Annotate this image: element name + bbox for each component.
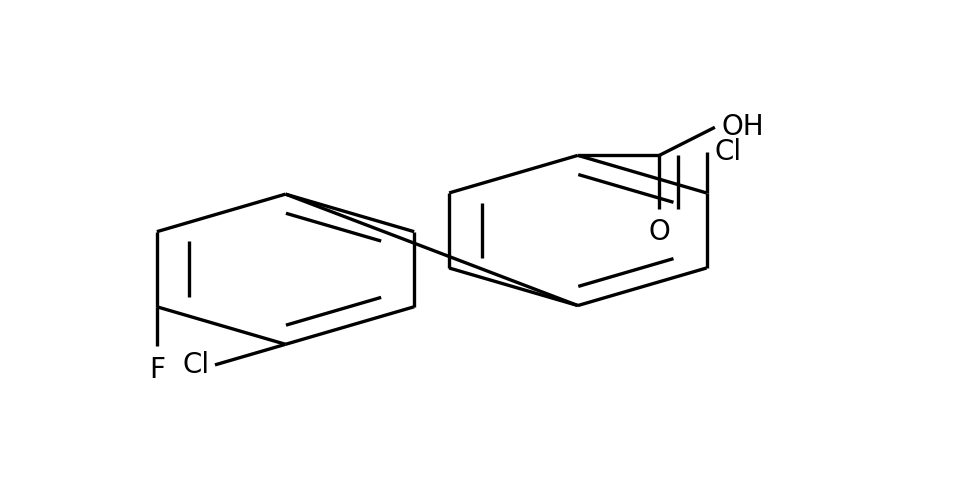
Text: OH: OH xyxy=(722,113,764,141)
Text: F: F xyxy=(148,356,165,384)
Text: Cl: Cl xyxy=(714,138,741,166)
Text: Cl: Cl xyxy=(182,351,209,379)
Text: O: O xyxy=(649,219,670,246)
